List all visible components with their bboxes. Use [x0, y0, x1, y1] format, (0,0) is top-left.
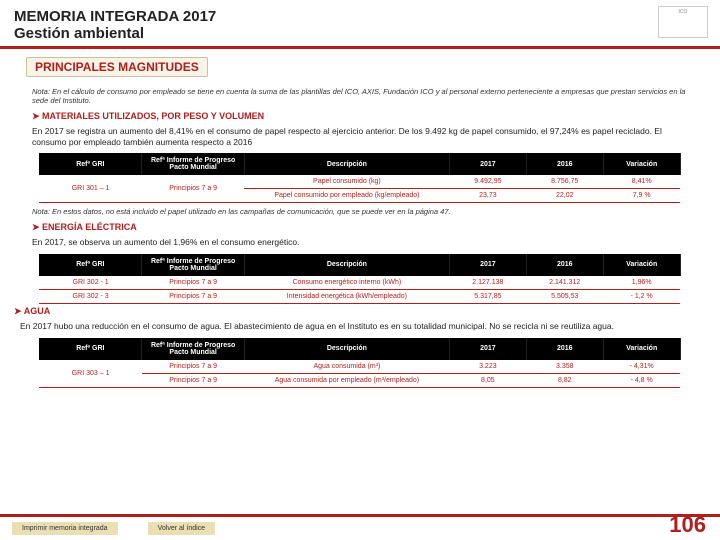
heading-electricity: ENERGÍA ELÉCTRICA [32, 222, 688, 233]
table-row: GRI 302 - 1 Principios 7 a 9 Consumo ene… [39, 276, 680, 290]
col-2017: 2017 [449, 153, 526, 175]
table-water: Refª GRI Refª Informe de Progreso Pacto … [39, 338, 680, 388]
col-var: Variación [603, 338, 680, 360]
cell-desc: Agua consumida por empleado (m³/empleado… [244, 373, 449, 387]
cell-desc: Consumo energético interno (kWh) [244, 276, 449, 290]
heading-water: AGUA [14, 306, 688, 317]
cell-2016: 8,82 [526, 373, 603, 387]
cell-2017: 3.223 [449, 360, 526, 374]
cell-desc: Papel consumido por empleado (kg/emplead… [244, 189, 449, 203]
cell-gri: GRI 303 – 1 [39, 360, 142, 388]
footer: Imprimir memoria integrada Volver al índ… [0, 514, 720, 540]
col-desc: Descripción [244, 153, 449, 175]
col-2016: 2016 [526, 338, 603, 360]
cell-2016: 2.141.312 [526, 276, 603, 290]
col-var: Variación [603, 153, 680, 175]
cell-ref: Principios 7 a 9 [142, 360, 245, 374]
table-row: GRI 301 – 1 Principios 7 a 9 Papel consu… [39, 175, 680, 189]
back-to-index-button[interactable]: Volver al índice [148, 522, 215, 535]
cell-var: - 4,8 % [603, 373, 680, 387]
note-paper: Nota: En estos datos, no está incluido e… [32, 207, 688, 216]
col-gri: Refª GRI [39, 338, 142, 360]
cell-2017: 23,73 [449, 189, 526, 203]
note-methodology: Nota: En el cálculo de consumo por emple… [32, 87, 688, 105]
page-title: MEMORIA INTEGRADA 2017 [14, 8, 720, 25]
cell-var: 1,96% [603, 276, 680, 290]
table-row: GRI 303 – 1 Principios 7 a 9 Agua consum… [39, 360, 680, 374]
col-ref: Refª Informe de Progreso Pacto Mundial [142, 338, 245, 360]
cell-var: 8,41% [603, 175, 680, 189]
cell-2017: 5.317,85 [449, 289, 526, 303]
cell-2016: 22,02 [526, 189, 603, 203]
cell-2016: 5.505,53 [526, 289, 603, 303]
heading-materials: MATERIALES UTILIZADOS, POR PESO Y VOLUME… [32, 111, 688, 122]
col-2016: 2016 [526, 254, 603, 276]
cell-2017: 8,05 [449, 373, 526, 387]
cell-gri: GRI 302 - 1 [39, 276, 142, 290]
cell-var: - 1,2 % [603, 289, 680, 303]
cell-desc: Papel consumido (kg) [244, 175, 449, 189]
cell-2016: 3.358 [526, 360, 603, 374]
col-var: Variación [603, 254, 680, 276]
cell-var: - 4,31% [603, 360, 680, 374]
table-row: GRI 302 - 3 Principios 7 a 9 Intensidad … [39, 289, 680, 303]
cell-ref: Principios 7 a 9 [142, 373, 245, 387]
content-area: PRINCIPALES MAGNITUDES Nota: En el cálcu… [0, 49, 720, 388]
col-desc: Descripción [244, 338, 449, 360]
col-2017: 2017 [449, 254, 526, 276]
page-number: 106 [669, 512, 706, 538]
cell-ref: Principios 7 a 9 [142, 289, 245, 303]
page-subtitle: Gestión ambiental [14, 25, 720, 42]
section-title: PRINCIPALES MAGNITUDES [26, 57, 208, 77]
para-water: En 2017 hubo una reducción en el consumo… [20, 321, 688, 332]
para-materials: En 2017 se registra un aumento del 8,41%… [32, 126, 688, 147]
cell-ref: Principios 7 a 9 [142, 175, 245, 203]
ico-logo: ICO [658, 6, 708, 38]
col-2016: 2016 [526, 153, 603, 175]
col-gri: Refª GRI [39, 254, 142, 276]
print-button[interactable]: Imprimir memoria integrada [12, 522, 118, 535]
table-electricity: Refª GRI Refª Informe de Progreso Pacto … [39, 254, 680, 304]
cell-gri: GRI 301 – 1 [39, 175, 142, 203]
table-materials: Refª GRI Refª Informe de Progreso Pacto … [39, 153, 680, 203]
cell-desc: Agua consumida (m³) [244, 360, 449, 374]
cell-desc: Intensidad energética (kWh/empleado) [244, 289, 449, 303]
col-gri: Refª GRI [39, 153, 142, 175]
col-ref: Refª Informe de Progreso Pacto Mundial [142, 254, 245, 276]
cell-gri: GRI 302 - 3 [39, 289, 142, 303]
cell-2017: 2.127.138 [449, 276, 526, 290]
para-electricity: En 2017, se observa un aumento del 1,96%… [32, 237, 688, 248]
page-header: MEMORIA INTEGRADA 2017 Gestión ambiental [0, 0, 720, 49]
col-ref: Refª Informe de Progreso Pacto Mundial [142, 153, 245, 175]
cell-ref: Principios 7 a 9 [142, 276, 245, 290]
cell-2016: 8.756,75 [526, 175, 603, 189]
col-desc: Descripción [244, 254, 449, 276]
cell-2017: 9.492,95 [449, 175, 526, 189]
cell-var: 7,9 % [603, 189, 680, 203]
col-2017: 2017 [449, 338, 526, 360]
